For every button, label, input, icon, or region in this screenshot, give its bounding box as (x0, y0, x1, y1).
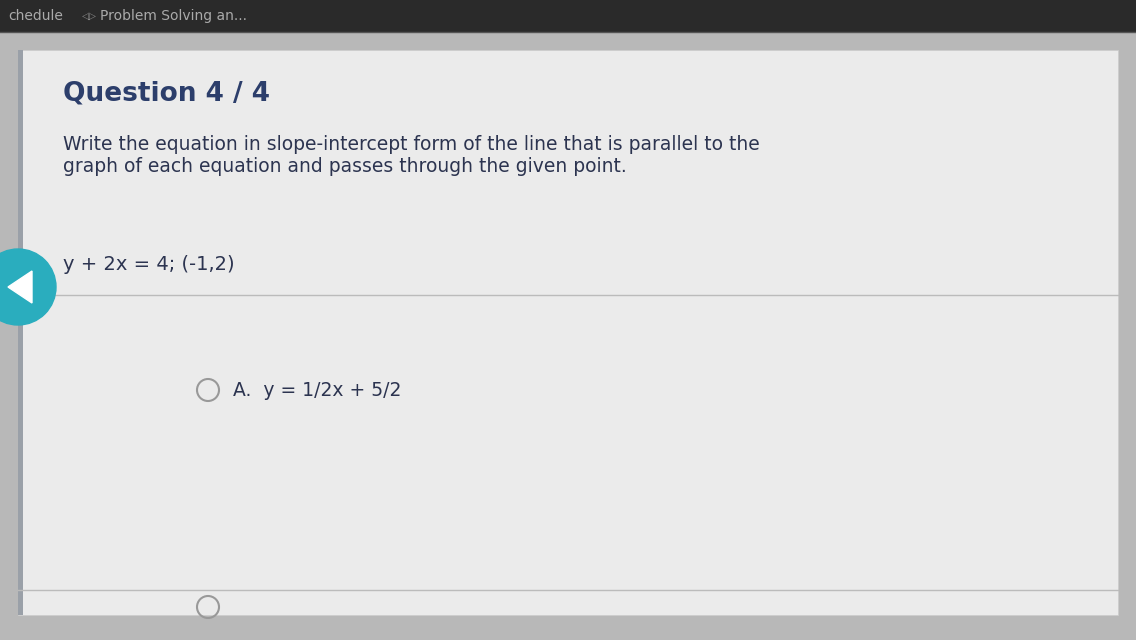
Text: y + 2x = 4; (-1,2): y + 2x = 4; (-1,2) (62, 255, 235, 274)
Text: chedule: chedule (8, 9, 62, 23)
Text: graph of each equation and passes through the given point.: graph of each equation and passes throug… (62, 157, 627, 176)
Text: Problem Solving an...: Problem Solving an... (100, 9, 247, 23)
Circle shape (0, 249, 56, 325)
Bar (18, 50, 23, 615)
Bar (18, 50, 1118, 615)
Bar (0, 0, 1136, 32)
Polygon shape (8, 271, 32, 303)
Text: Question 4 / 4: Question 4 / 4 (62, 80, 270, 106)
Text: A.  y = 1/2x + 5/2: A. y = 1/2x + 5/2 (233, 381, 401, 399)
Text: Write the equation in slope-intercept form of the line that is parallel to the: Write the equation in slope-intercept fo… (62, 135, 760, 154)
Text: ◁▷: ◁▷ (82, 11, 97, 21)
